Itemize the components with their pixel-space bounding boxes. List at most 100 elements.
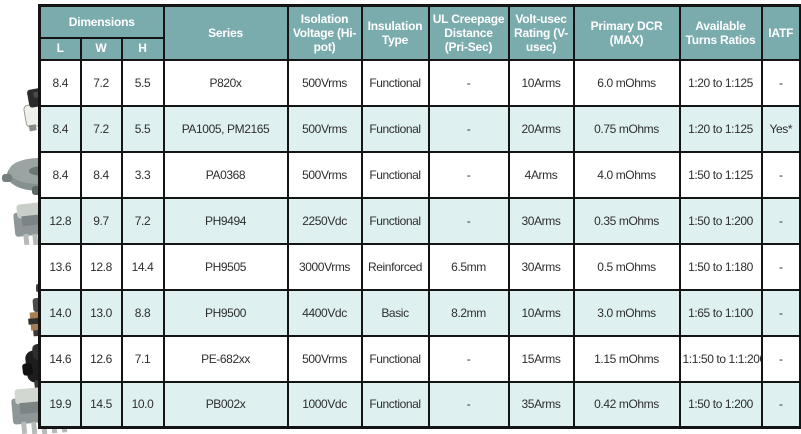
header-volt-usec-rating: Volt-usec Rating (V-usec) bbox=[507, 4, 575, 61]
table-cell: 6.5mm bbox=[427, 242, 510, 291]
table-row: 8.4 7.2 5.5 PA1005, PM2165 500Vrms Functional… bbox=[38, 104, 801, 153]
table-cell: 6.0 mOhms bbox=[572, 58, 681, 107]
table-cell: PE-682xx bbox=[162, 334, 289, 383]
table-cell: 1:50 to 1:125 bbox=[678, 150, 763, 199]
table-cell: 7.2 bbox=[79, 58, 123, 107]
table-cell: 500Vrms bbox=[286, 150, 363, 199]
table-cell: PH9494 bbox=[162, 196, 289, 245]
table-cell: PA0368 bbox=[162, 150, 289, 199]
table-cell: 500Vrms bbox=[286, 334, 363, 383]
table-cell: 500Vrms bbox=[286, 104, 363, 153]
table-cell: 9.7 bbox=[79, 196, 123, 245]
table-row: 12.8 9.7 7.2 PH9494 2250Vdc Functional -30Arms… bbox=[38, 196, 801, 245]
table-cell: - bbox=[427, 58, 510, 107]
table-cell: 1:65 to 1:100 bbox=[678, 288, 763, 337]
table-cell: Yes* bbox=[760, 104, 801, 153]
table-row: 8.4 7.2 5.5 P820x 500Vrms Functional -10Arms 6.… bbox=[38, 58, 801, 107]
table-cell: - bbox=[427, 150, 510, 199]
table-cell: Functional bbox=[360, 334, 430, 383]
table-cell: 10Arms bbox=[507, 58, 575, 107]
table-row: 8.4 8.4 3.3 PA0368 500Vrms Functional -4Arms 4.… bbox=[38, 150, 801, 199]
table-cell: 1:20 to 1:125 bbox=[678, 104, 763, 153]
table-cell: - bbox=[427, 196, 510, 245]
table-cell: 15Arms bbox=[507, 334, 575, 383]
table-cell: 1:50 to 1:180 bbox=[678, 242, 763, 291]
header-isolation-voltage: Isolation Voltage (Hi-pot) bbox=[286, 4, 363, 61]
header-dim-l: L bbox=[38, 36, 82, 61]
table-cell: PB002x bbox=[162, 380, 289, 429]
table-cell: 8.8 bbox=[120, 288, 165, 337]
table-cell: 30Arms bbox=[507, 242, 575, 291]
header-iatf: IATF bbox=[760, 4, 801, 61]
table-cell: 8.4 bbox=[38, 58, 82, 107]
table-row: 19.9 14.5 10.0 PB002x 1000Vdc Functional -35Ar… bbox=[38, 380, 801, 429]
table-cell: 13.6 bbox=[38, 242, 82, 291]
header-series: Series bbox=[162, 4, 289, 61]
table-cell: - bbox=[760, 334, 801, 383]
table-cell: 14.4 bbox=[120, 242, 165, 291]
table-cell: PH9500 bbox=[162, 288, 289, 337]
table-cell: - bbox=[760, 288, 801, 337]
table-cell: 500Vrms bbox=[286, 58, 363, 107]
table-cell: P820x bbox=[162, 58, 289, 107]
header-insulation-type: Insulation Type bbox=[360, 4, 430, 61]
table-cell: 1:1:50 to 1:1:200 bbox=[678, 334, 763, 383]
table-cell: PA1005, PM2165 bbox=[162, 104, 289, 153]
table-cell: - bbox=[760, 380, 801, 429]
table-cell: 2250Vdc bbox=[286, 196, 363, 245]
table-cell: 8.4 bbox=[79, 150, 123, 199]
table-cell: 7.2 bbox=[79, 104, 123, 153]
table-cell: 5.5 bbox=[120, 104, 165, 153]
table-cell: 35Arms bbox=[507, 380, 575, 429]
table-cell: 14.6 bbox=[38, 334, 82, 383]
table-cell: 4Arms bbox=[507, 150, 575, 199]
header-ul-creepage-distance: UL Creepage Distance (Pri-Sec) bbox=[427, 4, 510, 61]
table-cell: 13.0 bbox=[79, 288, 123, 337]
table-cell: 1000Vdc bbox=[286, 380, 363, 429]
table-cell: Functional bbox=[360, 380, 430, 429]
table-cell: Reinforced bbox=[360, 242, 430, 291]
table-cell: 4.0 mOhms bbox=[572, 150, 681, 199]
header-dim-h: H bbox=[120, 36, 165, 61]
header-available-turns-ratios: Available Turns Ratios bbox=[678, 4, 763, 61]
table-cell: - bbox=[427, 380, 510, 429]
table-cell: 3000Vrms bbox=[286, 242, 363, 291]
table-cell: Basic bbox=[360, 288, 430, 337]
table-row: 14.0 13.0 8.8 PH9500 4400Vdc Basic 8.2mm 10Arms… bbox=[38, 288, 801, 337]
table-cell: 1:50 to 1:200 bbox=[678, 196, 763, 245]
table-cell: 30Arms bbox=[507, 196, 575, 245]
table-cell: 0.75 mOhms bbox=[572, 104, 681, 153]
table-cell: 12.6 bbox=[79, 334, 123, 383]
table-row: 14.6 12.6 7.1 PE-682xx 500Vrms Functional -15A… bbox=[38, 334, 801, 383]
header-dimensions-group: Dimensions bbox=[38, 4, 165, 39]
table-cell: 14.0 bbox=[38, 288, 82, 337]
table-cell: 14.5 bbox=[79, 380, 123, 429]
table-cell: - bbox=[760, 196, 801, 245]
table-cell: - bbox=[760, 150, 801, 199]
table-cell: Functional bbox=[360, 58, 430, 107]
table-cell: 1:50 to 1:200 bbox=[678, 380, 763, 429]
table-cell: 1:20 to 1:125 bbox=[678, 58, 763, 107]
table-cell: 0.42 mOhms bbox=[572, 380, 681, 429]
table-cell: 3.0 mOhms bbox=[572, 288, 681, 337]
product-spec-table: Dimensions Series Isolation Voltage (Hi-… bbox=[38, 4, 801, 429]
table-cell: 8.4 bbox=[38, 104, 82, 153]
header-primary-dcr: Primary DCR (MAX) bbox=[572, 4, 681, 61]
table-cell: 7.1 bbox=[120, 334, 165, 383]
table-cell: 19.9 bbox=[38, 380, 82, 429]
table-cell: Functional bbox=[360, 196, 430, 245]
table-cell: 7.2 bbox=[120, 196, 165, 245]
table-cell: 4400Vdc bbox=[286, 288, 363, 337]
spec-table-body: 8.4 7.2 5.5 P820x 500Vrms Functional -10Arms 6.… bbox=[38, 58, 801, 429]
table-cell: - bbox=[427, 104, 510, 153]
table-cell: - bbox=[427, 334, 510, 383]
table-cell: 12.8 bbox=[79, 242, 123, 291]
table-cell: - bbox=[760, 58, 801, 107]
table-row: 13.6 12.8 14.4 PH9505 3000Vrms Reinforced 6.5m… bbox=[38, 242, 801, 291]
table-cell: 0.5 mOhms bbox=[572, 242, 681, 291]
table-cell: 20Arms bbox=[507, 104, 575, 153]
table-cell: 5.5 bbox=[120, 58, 165, 107]
table-cell: - bbox=[760, 242, 801, 291]
table-cell: Functional bbox=[360, 104, 430, 153]
